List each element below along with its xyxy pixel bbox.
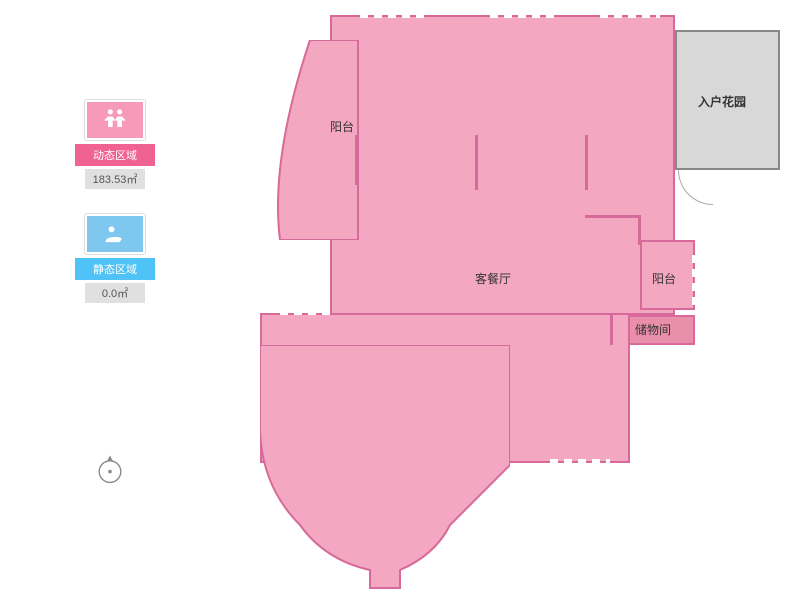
legend-dynamic: 动态区域 183.53㎡ — [75, 100, 155, 189]
label-balcony1: 阳台 — [330, 118, 354, 135]
window-seg — [600, 14, 660, 18]
window-seg — [692, 255, 696, 305]
label-storage: 储物间 — [635, 321, 671, 338]
inner-wall — [610, 315, 613, 345]
static-icon — [85, 214, 145, 254]
legend-dynamic-value: 183.53㎡ — [85, 169, 145, 189]
legend-static-value: 0.0㎡ — [85, 283, 145, 303]
window-seg — [360, 14, 430, 18]
floorplan: 阳台 客餐厅 阳台 储物间 入户花园 — [230, 15, 785, 590]
inner-wall — [355, 135, 358, 185]
window-seg — [280, 311, 330, 315]
room-bottom-protrusion — [260, 345, 510, 590]
label-entry-garden: 入户花园 — [698, 93, 746, 110]
label-living-dining: 客餐厅 — [475, 270, 511, 287]
inner-wall — [585, 135, 588, 190]
legend-static: 静态区域 0.0㎡ — [75, 214, 155, 303]
legend-static-title: 静态区域 — [75, 258, 155, 280]
inner-wall — [638, 215, 641, 245]
inner-wall — [585, 215, 640, 218]
label-balcony2: 阳台 — [652, 270, 676, 287]
window-seg — [550, 459, 610, 463]
dynamic-icon — [85, 100, 145, 140]
legend-dynamic-title: 动态区域 — [75, 144, 155, 166]
door-arc — [678, 170, 713, 205]
room-balcony-left — [270, 40, 360, 240]
inner-wall — [475, 135, 478, 190]
legend-sidebar: 动态区域 183.53㎡ 静态区域 0.0㎡ — [75, 100, 155, 328]
compass-icon — [92, 450, 128, 491]
window-seg — [490, 14, 560, 18]
